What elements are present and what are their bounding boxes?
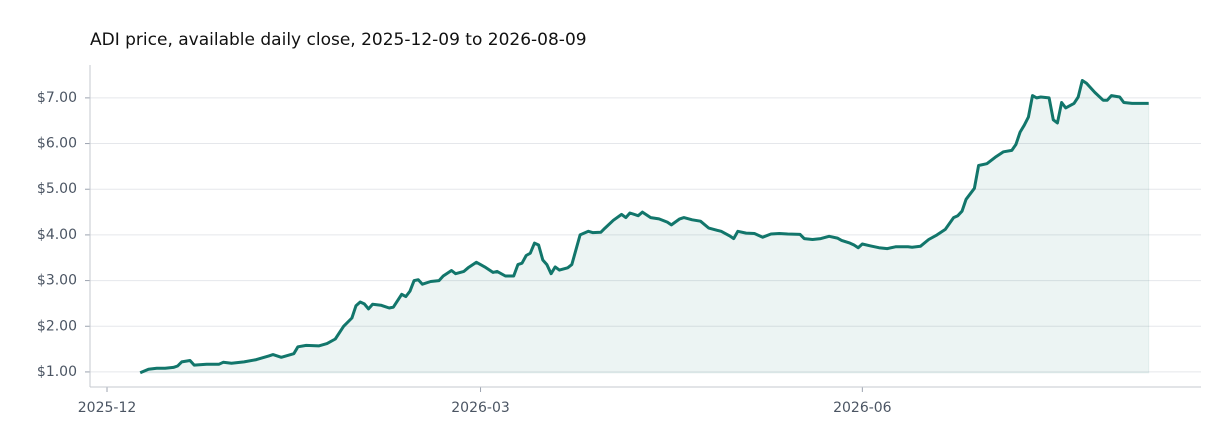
- x-tick-label: 2026-03: [451, 400, 510, 416]
- y-tick-label: $6.00: [37, 136, 77, 152]
- chart-title: ADI price, available daily close, 2025-1…: [90, 30, 587, 50]
- y-tick-label: $7.00: [37, 90, 77, 106]
- price-line: [139, 79, 1149, 375]
- area: [139, 79, 1150, 374]
- x-tick-label: 2026-06: [833, 400, 892, 416]
- y-tick-label: $3.00: [37, 273, 77, 289]
- y-tick-label: $4.00: [37, 227, 77, 243]
- x-tick-label: 2025-12: [78, 400, 137, 416]
- y-tick-label: $5.00: [37, 181, 77, 197]
- y-tick-label: $2.00: [37, 318, 77, 334]
- y-tick-label: $1.00: [37, 364, 77, 380]
